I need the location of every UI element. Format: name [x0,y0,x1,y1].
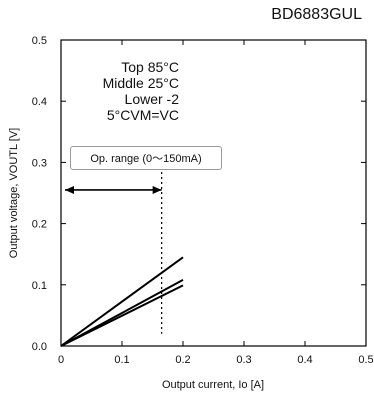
op-range-arrow [65,185,162,194]
tick-labels: 0 0.1 0.2 0.3 0.4 0.5 0.0 0.1 0.2 0.3 0.4 0.5 [32,35,374,366]
y-tick-label: 0.2 [32,219,47,231]
legend: Top 85°C Middle 25°C Lower -2 5°CVM=VC [87,45,185,125]
y-tick-label: 0.1 [32,280,47,292]
legend-line-middle: Middle 25°C [102,75,179,91]
y-axis-label: Output voltage, VOUTL [V] [8,128,20,258]
x-tick-label: 0 [58,354,64,366]
y-tick-label: 0.0 [32,341,47,353]
x-tick-label: 0.4 [297,354,312,366]
x-axis-label: Output current, Io [A] [162,379,264,391]
series-line-2 [60,284,184,347]
op-range-arrow-head-left [65,185,74,194]
part-number: BD6883GUL [271,6,362,23]
legend-line-lower-cont: 5°CVM=VC [106,107,179,123]
legend-line-top: Top 85°C [121,59,179,75]
x-tick-label: 0.2 [175,354,190,366]
series-lines [60,256,184,347]
legend-line-lower: Lower -2 [124,91,179,107]
x-tick-label: 0.5 [358,354,373,366]
plot-frame [60,39,367,347]
x-tick-label: 0.1 [114,354,129,366]
axis-ticks [60,39,367,347]
x-tick-label: 0.3 [236,354,251,366]
op-range-label: Op. range (0～150mA) [70,146,222,170]
y-tick-label: 0.3 [32,157,47,169]
op-range-arrow-head-right [152,185,162,194]
y-tick-label: 0.5 [32,35,47,47]
series-line-0 [60,256,184,347]
y-tick-label: 0.4 [32,96,47,108]
